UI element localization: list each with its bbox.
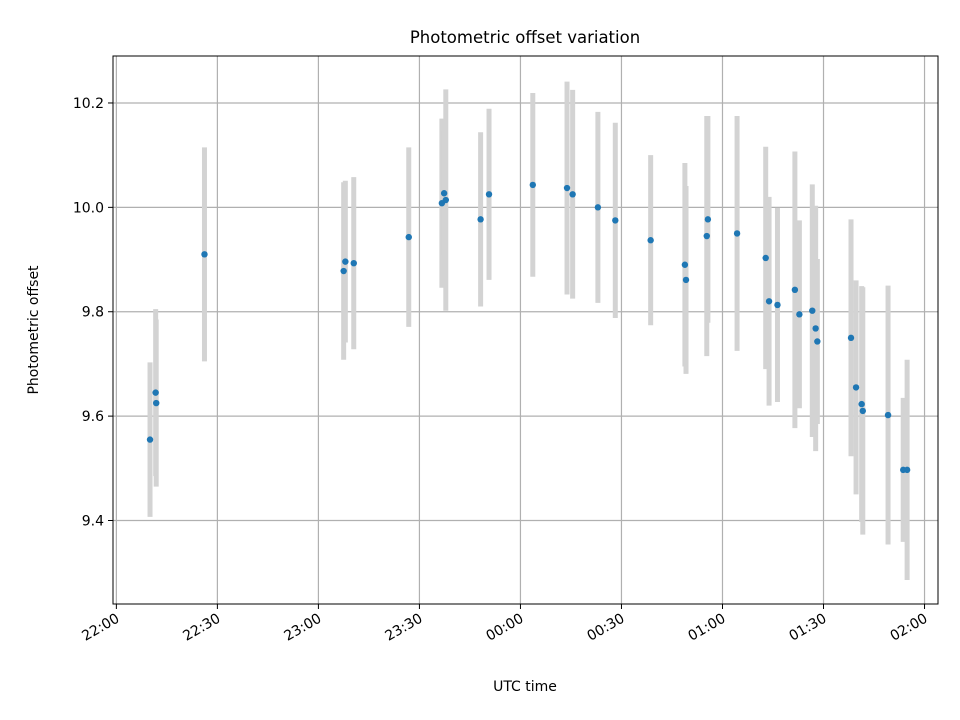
y-tick-label: 10.2: [73, 96, 104, 112]
data-point: [342, 258, 349, 265]
data-point: [152, 389, 159, 396]
data-point: [153, 399, 160, 407]
data-point: [814, 338, 821, 345]
data-point: [859, 407, 866, 415]
x-axis-label: UTC time: [493, 679, 557, 695]
data-point: [791, 286, 799, 294]
data-point: [681, 261, 689, 268]
y-axis-label: Photometric offset: [26, 265, 42, 395]
data-point: [405, 233, 412, 241]
plot-frame: [112, 55, 939, 605]
data-point: [796, 311, 803, 318]
data-point: [442, 196, 450, 204]
y-tick-label: 9.6: [82, 409, 104, 425]
grid: [113, 56, 938, 604]
data-point: [350, 259, 357, 267]
data-point: [703, 232, 710, 240]
data-points: [146, 181, 911, 474]
data-point: [563, 184, 571, 192]
data-point: [529, 181, 536, 189]
data-point: [440, 190, 448, 197]
data-point: [477, 216, 484, 223]
data-point: [340, 267, 347, 275]
data-point: [809, 307, 816, 314]
data-point: [485, 191, 493, 198]
y-tick-label: 9.8: [82, 305, 104, 321]
data-point: [594, 204, 602, 211]
y-tick-label: 9.4: [82, 513, 104, 529]
data-point: [612, 217, 619, 224]
data-point: [847, 334, 855, 342]
data-point: [903, 466, 911, 474]
data-point: [774, 301, 781, 309]
data-point: [858, 400, 865, 408]
data-point: [852, 384, 860, 391]
data-point: [647, 237, 654, 244]
data-point: [682, 276, 690, 284]
y-tick-label: 10.0: [73, 200, 104, 216]
data-point: [733, 230, 741, 237]
data-point: [765, 298, 773, 305]
data-point: [569, 191, 576, 198]
data-point: [762, 254, 769, 262]
data-point: [812, 325, 819, 332]
data-point: [146, 436, 154, 443]
y-axis-ticks: 9.4 9.6 9.8 10.0 10.2: [73, 96, 113, 529]
data-point: [704, 216, 712, 223]
data-point: [201, 251, 208, 258]
chart-title: Photometric offset variation: [410, 28, 640, 47]
data-point: [884, 411, 892, 419]
